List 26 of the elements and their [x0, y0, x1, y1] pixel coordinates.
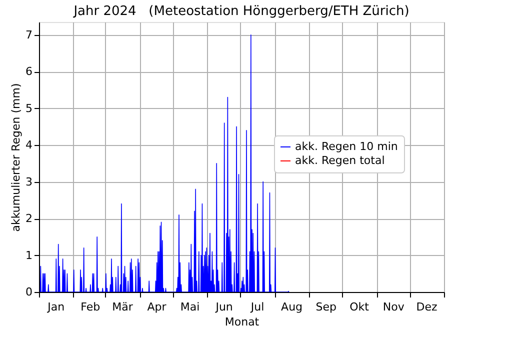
x-tick-label: Jul	[250, 300, 264, 314]
x-axis-title: Monat	[224, 316, 260, 328]
chart-title: Jahr 2024 (Meteostation Hönggerberg/ETH Zürich)	[72, 4, 410, 19]
y-tick-label: 5	[26, 102, 32, 115]
x-tick-label: Mär	[112, 300, 134, 314]
legend-label: akk. Regen total	[295, 154, 385, 167]
line-series	[40, 34, 290, 292]
y-tick-label: 0	[26, 286, 32, 298]
x-tick-label: Feb	[80, 300, 100, 314]
y-tick-label: 6	[26, 65, 32, 78]
x-tick-label: Dez	[416, 300, 438, 314]
y-tick-label: 7	[26, 28, 32, 42]
y-tick-label: 2	[26, 212, 32, 226]
x-tick-label: Nov	[382, 300, 405, 314]
y-tick-label: 3	[26, 175, 32, 188]
y-tick-label: 1	[26, 248, 32, 262]
x-tick-label: Aug	[281, 300, 303, 314]
y-axis-title: akkumulierter Regen (mm)	[10, 83, 22, 232]
x-tick-label: Mai	[180, 300, 200, 314]
x-tick-label: Okt	[350, 300, 370, 314]
legend-label: akk. Regen 10 min	[295, 140, 398, 153]
y-tick-label: 4	[26, 138, 32, 152]
x-tick-label: Apr	[147, 300, 167, 314]
x-tick-label: Jan	[46, 300, 65, 314]
x-tick-label: Jun	[214, 300, 233, 314]
x-tick-label: Sep	[316, 300, 336, 314]
